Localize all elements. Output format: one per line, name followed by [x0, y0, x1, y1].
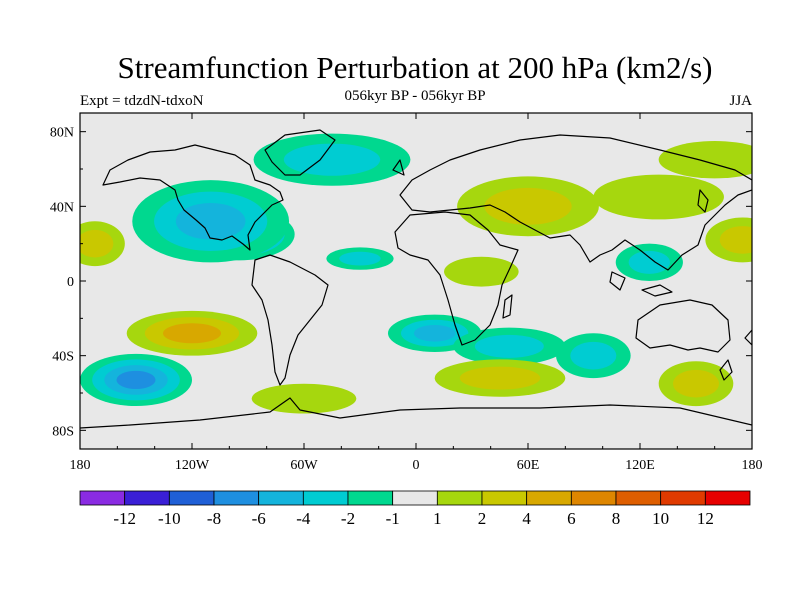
colorbar-box — [704, 490, 751, 506]
coastlines — [80, 129, 752, 429]
lat-label: 80S — [52, 424, 74, 439]
colorbar-box — [570, 490, 617, 506]
lat-label: 0 — [67, 275, 74, 290]
contour-region — [484, 187, 572, 225]
contour-region — [116, 370, 156, 390]
contour-region — [339, 251, 381, 266]
lon-label: 0 — [413, 458, 420, 473]
contour-region — [593, 174, 724, 220]
contour-layer — [80, 133, 752, 414]
coastline-greenland — [264, 129, 336, 176]
coastline-australia — [635, 299, 731, 353]
contour-region — [175, 202, 246, 240]
colorbar-label: 4 — [522, 509, 531, 528]
coastline-islands — [392, 159, 752, 381]
colorbar-label: -2 — [341, 509, 355, 528]
colorbar-label: -6 — [252, 509, 266, 528]
colorbar-label: -12 — [113, 509, 136, 528]
contour-region — [283, 143, 381, 176]
colorbar-label: -8 — [207, 509, 221, 528]
colorbar-box — [660, 490, 706, 506]
colorbar-box — [392, 490, 438, 506]
colorbar-label: -4 — [296, 509, 311, 528]
colorbar: -12 -10 -8 -6 -4 -2 -1 1 2 4 6 8 10 12 — [79, 490, 751, 528]
colorbar-box — [124, 490, 170, 506]
colorbar-box — [258, 490, 304, 506]
coastline-north-america — [102, 144, 284, 251]
contour-region — [163, 323, 221, 344]
lat-label: 40S — [52, 350, 74, 365]
axis-ticks — [79, 113, 753, 449]
contour-region — [673, 369, 719, 398]
contour-region — [251, 383, 357, 414]
coastline-africa — [394, 211, 519, 346]
map-background — [80, 113, 752, 449]
colorbar-label: 6 — [567, 509, 576, 528]
coastline-south-america — [251, 254, 329, 386]
colorbar-label: 10 — [652, 509, 669, 528]
contour-region — [459, 366, 541, 390]
lon-label: 60E — [517, 458, 540, 473]
colorbar-box — [213, 490, 260, 506]
lon-label: 120W — [175, 458, 210, 473]
period-label: 056kyr BP - 056kyr BP — [344, 88, 486, 104]
colorbar-label: 2 — [478, 509, 487, 528]
colorbar-box — [347, 490, 394, 506]
contour-region — [658, 140, 752, 179]
colorbar-label: -10 — [158, 509, 181, 528]
contour-region — [474, 334, 544, 358]
coastline-antarctica — [80, 397, 752, 429]
lat-label: 80N — [50, 126, 74, 141]
lon-label: 120E — [625, 458, 655, 473]
map-title: Streamfunction Perturbation at 200 hPa (… — [117, 50, 713, 85]
lon-label: 180 — [742, 458, 763, 473]
contour-region — [413, 324, 456, 342]
lat-label: 40N — [50, 200, 74, 215]
colorbar-label: -1 — [386, 509, 400, 528]
colorbar-label: 12 — [697, 509, 714, 528]
colorbar-box — [168, 490, 215, 506]
colorbar-box — [79, 490, 126, 506]
lon-label: 180 — [70, 458, 91, 473]
contour-region — [80, 229, 114, 258]
contour-region — [628, 250, 671, 274]
colorbar-box — [615, 490, 662, 506]
colorbar-box — [526, 490, 572, 506]
coastline-eurasia — [399, 134, 752, 271]
contour-region — [570, 341, 617, 370]
contour-region — [444, 256, 519, 287]
contour-region — [719, 226, 752, 254]
experiment-label: Expt = tdzdN-tdxoN — [80, 93, 204, 109]
axis-tick-labels: 180 120W 60W 0 60E 120E 180 80N 40N 0 40S 80S — [50, 126, 763, 473]
colorbar-box — [481, 490, 528, 506]
colorbar-label: 8 — [612, 509, 621, 528]
season-label: JJA — [729, 93, 752, 109]
lon-label: 60W — [290, 458, 318, 473]
colorbar-label: 1 — [433, 509, 442, 528]
colorbar-box — [302, 490, 349, 506]
colorbar-box — [436, 490, 483, 506]
coastline-madagascar — [502, 294, 513, 319]
